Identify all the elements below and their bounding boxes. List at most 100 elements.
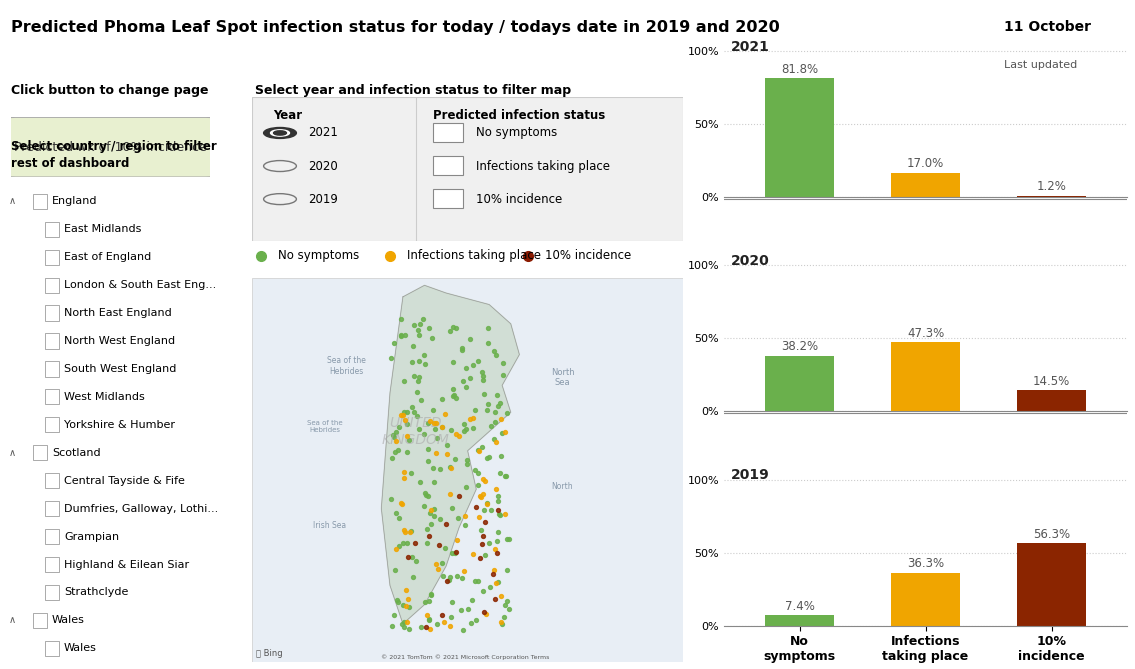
Point bbox=[478, 405, 496, 415]
Point bbox=[456, 510, 474, 521]
Point bbox=[454, 426, 472, 437]
Point bbox=[469, 575, 487, 586]
Point bbox=[414, 349, 432, 360]
Text: 7.4%: 7.4% bbox=[784, 599, 815, 613]
Point bbox=[461, 333, 479, 344]
FancyBboxPatch shape bbox=[45, 278, 59, 293]
Point bbox=[387, 508, 405, 518]
Point bbox=[404, 407, 422, 417]
Point bbox=[422, 518, 440, 529]
Point bbox=[432, 421, 451, 432]
Point bbox=[474, 488, 493, 499]
Text: 38.2%: 38.2% bbox=[781, 341, 818, 353]
Point bbox=[471, 552, 489, 563]
Point bbox=[465, 404, 484, 415]
Point bbox=[432, 393, 451, 404]
Point bbox=[452, 604, 470, 615]
Point bbox=[457, 458, 476, 469]
Text: Predicted infection status: Predicted infection status bbox=[434, 108, 605, 122]
Point bbox=[489, 491, 507, 502]
Point bbox=[493, 450, 511, 461]
Point bbox=[480, 452, 498, 462]
FancyBboxPatch shape bbox=[252, 97, 683, 241]
Point bbox=[387, 544, 405, 555]
Text: © 2021 TomTom © 2021 Microsoft Corporation Terms: © 2021 TomTom © 2021 Microsoft Corporati… bbox=[381, 655, 549, 660]
Text: ∧: ∧ bbox=[9, 615, 16, 626]
Point bbox=[489, 509, 507, 520]
Point bbox=[470, 512, 488, 522]
Point bbox=[426, 504, 444, 514]
Polygon shape bbox=[381, 286, 520, 624]
Point bbox=[386, 436, 404, 446]
Point bbox=[478, 498, 496, 509]
Point bbox=[489, 496, 507, 506]
Point bbox=[485, 345, 503, 356]
Text: Click button to change page: Click button to change page bbox=[11, 84, 209, 96]
FancyBboxPatch shape bbox=[45, 585, 59, 600]
Point bbox=[477, 476, 495, 487]
Point bbox=[410, 330, 428, 341]
Point bbox=[462, 617, 480, 628]
Point bbox=[421, 415, 439, 426]
Point bbox=[484, 569, 502, 579]
Point bbox=[418, 538, 436, 549]
Point bbox=[435, 616, 453, 627]
Text: North: North bbox=[552, 482, 573, 491]
Text: Year: Year bbox=[274, 108, 303, 122]
Point bbox=[442, 571, 460, 582]
Point bbox=[479, 398, 497, 409]
Point bbox=[398, 431, 417, 442]
Text: 10% incidence: 10% incidence bbox=[477, 193, 563, 205]
Point bbox=[474, 371, 493, 381]
Point bbox=[444, 321, 462, 332]
Point bbox=[384, 429, 402, 440]
FancyBboxPatch shape bbox=[252, 278, 683, 662]
Point bbox=[417, 597, 435, 607]
Point bbox=[403, 401, 421, 412]
Point bbox=[491, 413, 510, 424]
Point bbox=[395, 375, 413, 386]
Point bbox=[446, 547, 464, 558]
Point bbox=[457, 423, 476, 434]
Point bbox=[443, 548, 461, 559]
Point bbox=[447, 429, 465, 440]
FancyBboxPatch shape bbox=[45, 417, 59, 432]
Point bbox=[487, 436, 505, 447]
Point bbox=[440, 575, 459, 585]
Point bbox=[440, 620, 459, 631]
Point bbox=[418, 610, 436, 621]
Point bbox=[424, 418, 443, 429]
Point bbox=[463, 423, 481, 434]
Point bbox=[402, 526, 420, 537]
Point bbox=[473, 367, 491, 377]
Text: 17.0%: 17.0% bbox=[907, 157, 944, 171]
Point bbox=[487, 577, 505, 588]
Point bbox=[403, 341, 421, 351]
Point bbox=[451, 490, 469, 501]
Point bbox=[486, 407, 504, 417]
FancyBboxPatch shape bbox=[45, 250, 59, 265]
Point bbox=[472, 524, 490, 535]
Point bbox=[422, 589, 440, 599]
Point bbox=[448, 570, 466, 581]
Point bbox=[417, 359, 435, 369]
Point bbox=[395, 622, 413, 632]
Point bbox=[390, 512, 409, 523]
Point bbox=[405, 371, 423, 381]
Point bbox=[491, 617, 510, 628]
Point bbox=[498, 595, 516, 606]
Point bbox=[485, 565, 503, 575]
Point bbox=[496, 471, 514, 482]
Point bbox=[490, 468, 508, 478]
Circle shape bbox=[274, 131, 286, 135]
Point bbox=[473, 474, 491, 484]
Text: Predicted Phoma Leaf Spot infection status for today / todays date in 2019 and 2: Predicted Phoma Leaf Spot infection stat… bbox=[11, 20, 780, 35]
Text: North West England: North West England bbox=[64, 336, 175, 346]
Point bbox=[400, 435, 418, 446]
Point bbox=[466, 575, 485, 586]
Point bbox=[392, 498, 410, 508]
Text: North
Sea: North Sea bbox=[550, 368, 574, 387]
Point bbox=[427, 448, 445, 458]
Point bbox=[419, 444, 437, 454]
Point bbox=[400, 624, 418, 634]
